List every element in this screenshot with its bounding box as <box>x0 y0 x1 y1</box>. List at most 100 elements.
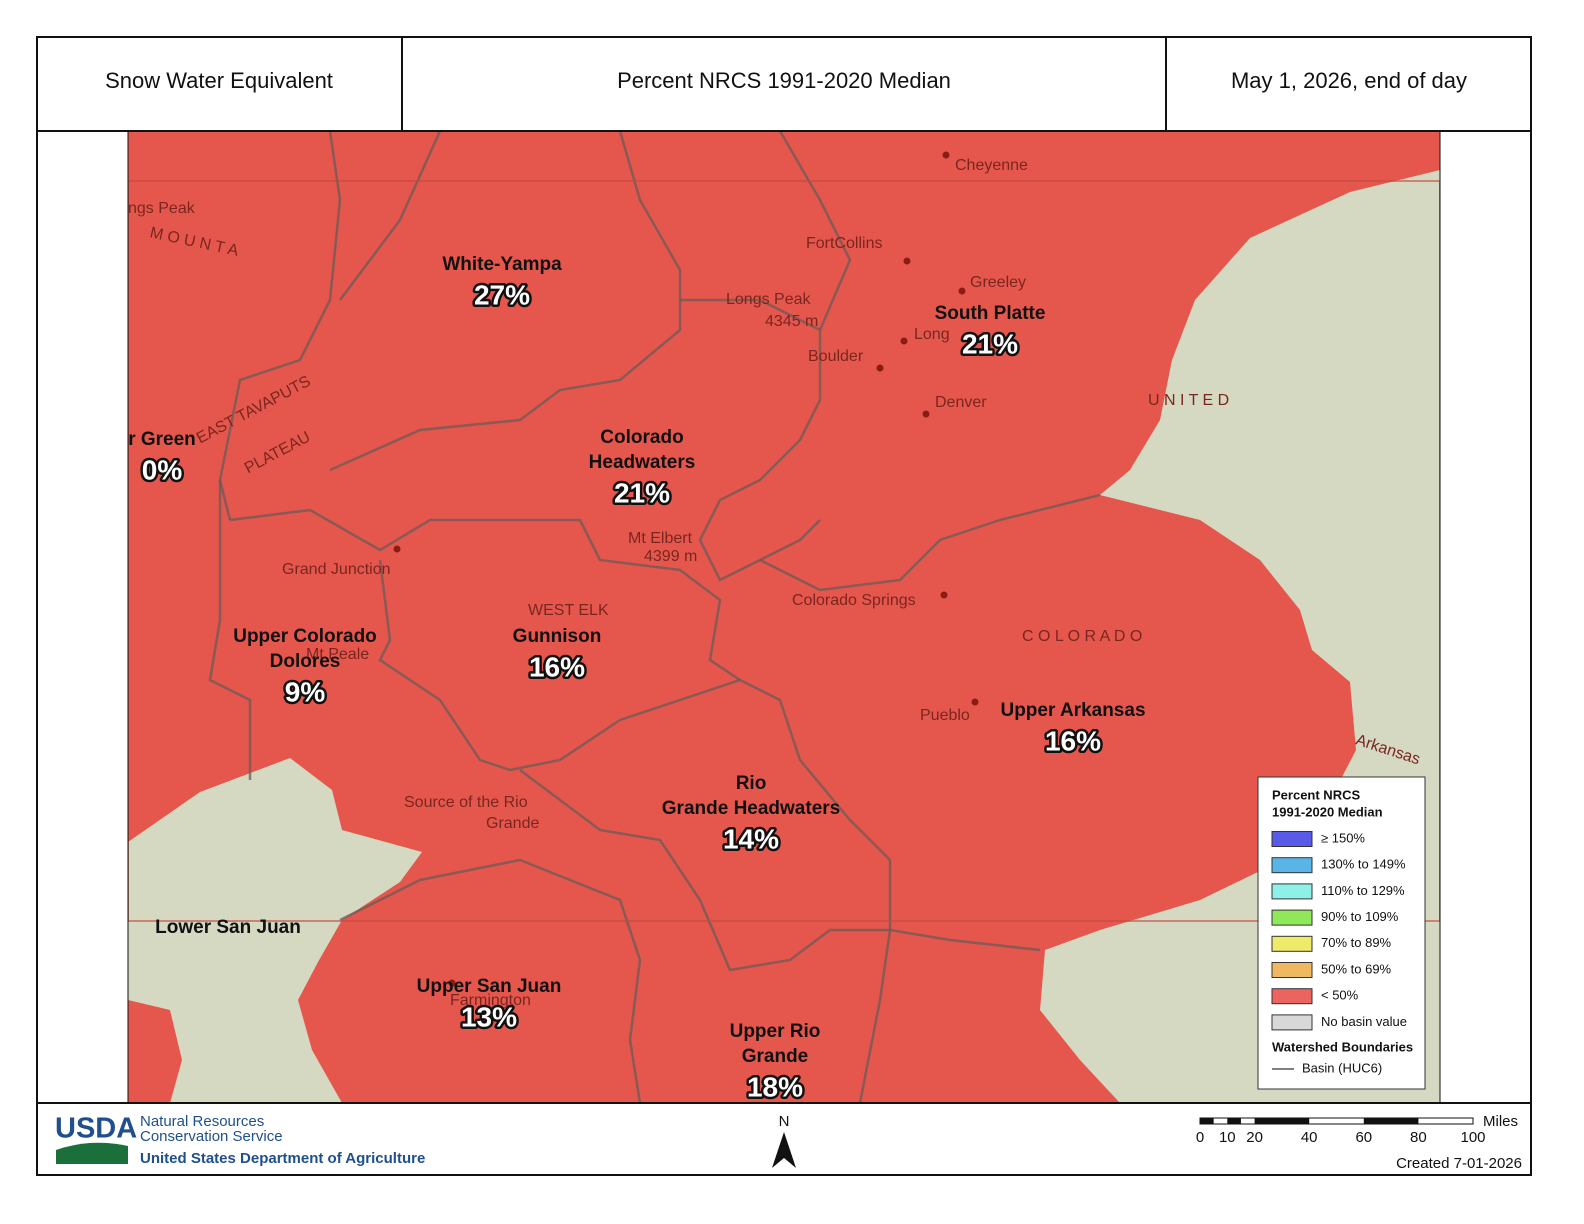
basin-name: South Platte <box>935 303 1046 324</box>
place-label: Source of the Rio <box>404 794 528 811</box>
place-label: Greeley <box>970 274 1026 291</box>
logo: USDA <box>55 1113 137 1145</box>
basin-percent: 14% <box>723 823 779 854</box>
basin-percent: 16% <box>529 651 585 682</box>
basin-name: Gunnison <box>513 626 602 647</box>
legend-subtitle: Watershed Boundaries <box>1272 1039 1413 1054</box>
city-dot <box>903 257 911 265</box>
place-label: 4399 m <box>644 548 697 565</box>
basin-boundary <box>680 298 822 582</box>
basin-name: Lower San Juan <box>155 917 301 938</box>
scale-tick-label: 100 <box>1460 1129 1485 1146</box>
legend: Percent NRCS 1991-2020 Median ≥ 150% 130% t… <box>1257 776 1426 1090</box>
legend-label: 50% to 69% <box>1321 961 1392 976</box>
basin-boundary <box>778 131 852 331</box>
basin-boundary <box>378 559 892 930</box>
place-label: Cheyenne <box>955 157 1028 174</box>
legend-label: No basin value <box>1321 1014 1407 1029</box>
legend-label: Basin (HUC6) <box>1302 1060 1382 1075</box>
north-label: N <box>779 1113 790 1130</box>
basin-name: Upper Arkansas <box>1000 700 1145 721</box>
legend-title: Percent NRCS <box>1272 787 1360 802</box>
place-label: Denver <box>935 394 987 411</box>
basin-percent: 9% <box>285 676 326 707</box>
scale-segment <box>1227 1118 1241 1124</box>
agency: Natural Resources <box>140 1113 264 1130</box>
basin-name: Rio <box>736 773 767 794</box>
header-title: Snow Water Equivalent <box>105 68 333 93</box>
scale-tick-label: 80 <box>1410 1129 1427 1146</box>
basin-name: Headwaters <box>589 452 696 473</box>
scale-segment <box>1363 1118 1419 1124</box>
place-label: FortCollins <box>806 235 882 252</box>
scale-tick-label: 0 <box>1196 1129 1204 1146</box>
place-label: U N I T E D <box>1148 392 1229 409</box>
logo-swoosh <box>56 1142 128 1164</box>
basin-fill <box>128 1000 182 1103</box>
legend-box <box>1257 776 1426 1090</box>
state-border <box>128 180 1440 922</box>
basin-percent: 21% <box>962 328 1018 359</box>
basin-boundary <box>339 131 442 301</box>
agency: Conservation Service <box>140 1128 283 1145</box>
place-label: WEST ELK <box>528 602 609 619</box>
scale-unit: Miles <box>1483 1113 1518 1130</box>
legend-swatch <box>1271 831 1313 847</box>
frame-border <box>36 36 1532 1176</box>
footer: USDA Natural Resources Conservation Serv… <box>55 1113 1522 1172</box>
map-area: Cheyenne FortCollins Greeley Longs Peak 4345… <box>128 131 1440 1103</box>
scale-segment <box>1200 1118 1214 1124</box>
basin-boundary <box>519 769 1041 972</box>
legend-label: 70% to 89% <box>1321 935 1392 950</box>
place-label: Farmington <box>450 992 531 1009</box>
basin-percent: 0% <box>142 454 183 485</box>
legend-label: < 50% <box>1321 988 1359 1003</box>
basin-boundary <box>759 493 1101 592</box>
basin-percent: 21% <box>614 477 670 508</box>
legend-label: 130% to 149% <box>1321 857 1406 872</box>
city-dot <box>940 591 948 599</box>
basin-boundary <box>229 508 741 682</box>
place-label: Pueblo <box>920 707 970 724</box>
place-label: ngs Peak <box>128 200 196 217</box>
city-dot <box>922 410 930 418</box>
basin-name: Grande Headwaters <box>662 798 840 819</box>
legend-label: 90% to 109% <box>1321 909 1399 924</box>
legend-title: 1991-2020 Median <box>1272 804 1383 819</box>
scale-tick-label: 10 <box>1219 1129 1236 1146</box>
legend-swatch <box>1271 962 1313 978</box>
legend-swatch <box>1271 935 1313 952</box>
header-metric: Percent NRCS 1991-2020 Median <box>617 68 951 93</box>
legend-swatch <box>1271 1014 1313 1031</box>
scale-tick-label: 40 <box>1301 1129 1318 1146</box>
legend-swatch <box>1271 883 1313 900</box>
city-dot <box>876 364 884 372</box>
basin-boundary <box>858 929 892 1103</box>
basin-name: Upper Rio <box>730 1021 821 1042</box>
city-dot <box>393 545 401 553</box>
basin-name: Upper Colorado <box>233 626 377 647</box>
basin-name: White-Yampa <box>442 254 562 275</box>
basin-name: Upper San Juan <box>417 976 562 997</box>
city-dot <box>942 151 950 159</box>
basin-percent: 16% <box>1045 725 1101 756</box>
north-arrow <box>772 1132 796 1168</box>
city-dot <box>900 337 908 345</box>
basin-boundary <box>628 959 642 1103</box>
created-date: Created 7-01-2026 <box>1396 1155 1522 1172</box>
basin-percent: 18% <box>747 1071 803 1102</box>
scale-segment <box>1254 1118 1310 1124</box>
basin-percent: 13% <box>461 1001 517 1032</box>
basin-name: r Green <box>128 429 196 450</box>
place-label: Mt Peale <box>306 646 369 663</box>
place-label: Long <box>914 326 950 343</box>
place-label: Grande <box>486 815 539 832</box>
scale-tick-label: 60 <box>1355 1129 1372 1146</box>
legend-swatch <box>1271 857 1313 874</box>
basin-name: Colorado <box>600 427 683 448</box>
basin-percent: 27% <box>474 279 530 310</box>
header-date: May 1, 2026, end of day <box>1231 68 1467 93</box>
place-label: Boulder <box>808 348 864 365</box>
basin-name: Grande <box>742 1046 809 1067</box>
